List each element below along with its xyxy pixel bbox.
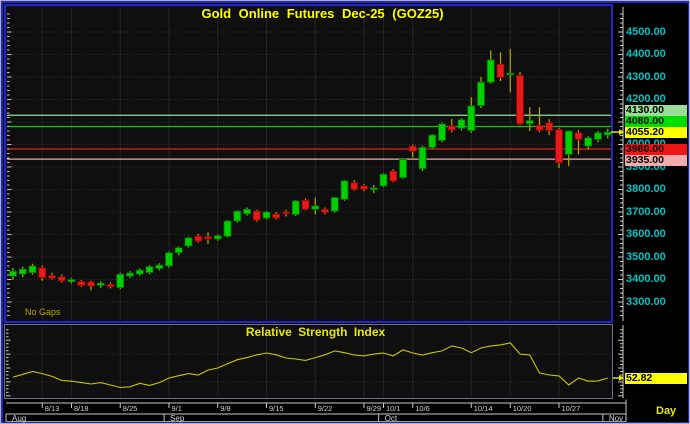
timeline[interactable] (4, 399, 688, 422)
period-label[interactable]: Day (656, 405, 677, 417)
rsi-title: Relative Strength Index (245, 325, 386, 339)
price-axis[interactable] (613, 4, 688, 324)
no-gaps-label: No Gaps (25, 307, 61, 317)
rsi-axis[interactable] (613, 324, 688, 399)
chart-title: Gold Online Futures Dec-25 (GOZ25) (201, 6, 444, 21)
price-pane[interactable] (4, 4, 613, 323)
